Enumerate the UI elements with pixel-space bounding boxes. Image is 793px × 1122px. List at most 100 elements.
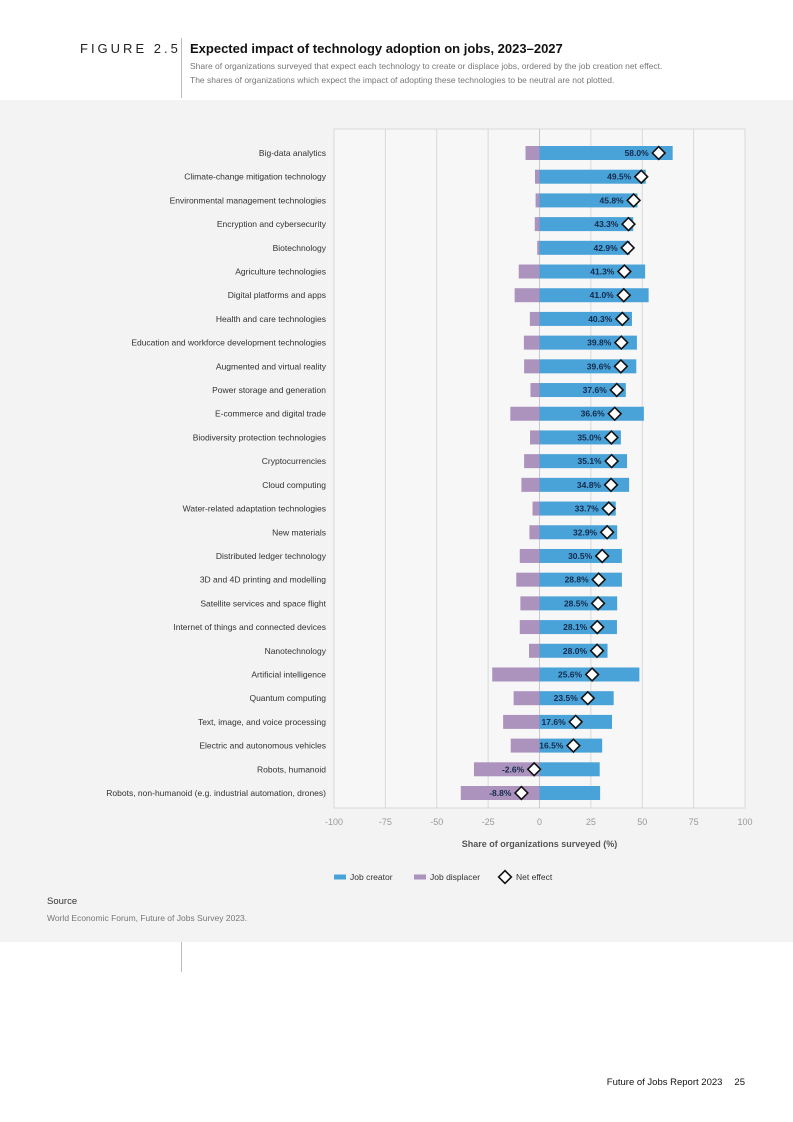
displacer-bar xyxy=(521,477,540,492)
divider xyxy=(181,38,182,98)
creator-bar xyxy=(539,146,673,160)
net-effect-label: 32.9% xyxy=(573,527,598,537)
creator-bar xyxy=(539,525,618,540)
net-effect-marker xyxy=(590,595,606,611)
legend-displacer-label: Job displacer xyxy=(430,872,480,882)
legend-displacer-swatch xyxy=(414,874,426,880)
displacer-bar xyxy=(534,217,540,232)
net-effect-label: 58.0% xyxy=(625,148,650,158)
displacer-bar xyxy=(530,383,540,398)
displacer-bar xyxy=(530,430,540,445)
net-effect-marker xyxy=(584,666,600,682)
displacer-bar xyxy=(492,667,540,682)
category-label: Climate-change mitigation technology xyxy=(184,172,326,182)
source-text: World Economic Forum, Future of Jobs Sur… xyxy=(47,913,248,923)
creator-bar xyxy=(539,383,626,398)
displacer-bar xyxy=(510,406,540,421)
category-label: Text, image, and voice processing xyxy=(198,717,326,727)
source-heading: Source xyxy=(47,896,78,907)
net-effect-marker xyxy=(613,335,629,351)
net-effect-marker xyxy=(565,738,581,754)
net-effect-marker xyxy=(599,524,615,540)
category-label: Digital platforms and apps xyxy=(228,290,326,300)
creator-bar xyxy=(539,311,632,326)
displacer-bar xyxy=(523,335,540,350)
x-tick-label: -50 xyxy=(430,817,443,827)
net-effect-label: 39.6% xyxy=(587,361,612,371)
displacer-bar xyxy=(524,454,540,469)
net-effect-marker xyxy=(513,785,529,801)
creator-bar xyxy=(539,264,646,279)
net-effect-label: 36.6% xyxy=(581,409,606,419)
net-effect-label: 34.8% xyxy=(577,480,602,490)
displacer-bar xyxy=(516,572,540,587)
net-effect-label: 25.6% xyxy=(558,669,583,679)
category-label: Environmental management technologies xyxy=(170,195,326,205)
net-effect-marker xyxy=(603,429,619,445)
displacer-bar xyxy=(513,691,540,706)
displacer-bar xyxy=(518,264,540,279)
net-effect-marker xyxy=(626,192,642,208)
net-effect-marker xyxy=(601,501,617,517)
category-label: Robots, humanoid xyxy=(257,764,326,774)
x-tick-label: -25 xyxy=(482,817,495,827)
net-effect-label: 17.6% xyxy=(542,717,567,727)
footer: Future of Jobs Report 2023 25 xyxy=(595,1077,745,1088)
net-effect-marker xyxy=(594,548,610,564)
category-label: Distributed ledger technology xyxy=(216,551,327,561)
displacer-bar xyxy=(534,169,540,184)
legend-net-marker xyxy=(497,869,513,885)
net-effect-label: 40.3% xyxy=(588,314,613,324)
creator-bar xyxy=(539,359,637,374)
net-effect-label: 43.3% xyxy=(594,219,619,229)
displacer-bar xyxy=(532,501,540,516)
net-effect-label: 28.1% xyxy=(563,622,588,632)
creator-bar xyxy=(539,454,628,469)
category-label: 3D and 4D printing and modelling xyxy=(200,575,326,585)
displacer-bar xyxy=(537,240,540,255)
creator-bar xyxy=(539,691,614,706)
creator-bar xyxy=(539,786,601,800)
net-effect-marker xyxy=(613,358,629,374)
x-tick-label: 100 xyxy=(737,817,752,827)
net-effect-label: 49.5% xyxy=(607,172,632,182)
net-effect-marker xyxy=(607,406,623,422)
category-label: Electric and autonomous vehicles xyxy=(199,741,326,751)
report-name: Future of Jobs Report 2023 xyxy=(606,1077,723,1088)
displacer-bar xyxy=(529,643,540,658)
category-label: Power storage and generation xyxy=(212,385,326,395)
net-effect-marker xyxy=(589,643,605,659)
x-tick-label: -75 xyxy=(379,817,392,827)
category-label: E-commerce and digital trade xyxy=(215,409,326,419)
category-label: Biotechnology xyxy=(273,243,327,253)
legend-creator-label: Job creator xyxy=(350,872,393,882)
net-effect-label: 41.0% xyxy=(590,290,615,300)
category-label: Cloud computing xyxy=(262,480,326,490)
net-effect-marker xyxy=(609,382,625,398)
net-effect-label: 35.0% xyxy=(577,432,602,442)
category-label: Satellite services and space flight xyxy=(200,598,326,608)
category-label: Internet of things and connected devices xyxy=(173,622,326,632)
category-label: Biodiversity protection technologies xyxy=(193,432,326,442)
net-effect-marker xyxy=(591,572,607,588)
net-effect-label: 30.5% xyxy=(568,551,593,561)
chart-title: Expected impact of technology adoption o… xyxy=(190,41,563,56)
category-label: Quantum computing xyxy=(249,693,326,703)
creator-bar xyxy=(539,335,637,350)
net-effect-marker xyxy=(616,287,632,303)
net-effect-label: 28.8% xyxy=(565,575,590,585)
creator-bar xyxy=(539,477,630,492)
net-effect-label: -2.6% xyxy=(502,764,525,774)
net-effect-marker xyxy=(568,714,584,730)
net-effect-label: 16.5% xyxy=(539,741,564,751)
net-effect-label: -8.8% xyxy=(489,788,512,798)
category-label: Water-related adaptation technologies xyxy=(183,504,326,514)
net-effect-label: 45.8% xyxy=(600,195,625,205)
net-effect-label: 23.5% xyxy=(554,693,579,703)
category-label: Education and workforce development tech… xyxy=(131,338,326,348)
divider xyxy=(181,942,182,972)
net-effect-marker xyxy=(604,453,620,469)
category-label: Big-data analytics xyxy=(259,148,326,158)
category-label: Robots, non-humanoid (e.g. industrial au… xyxy=(106,788,326,798)
x-tick-label: 0 xyxy=(537,817,542,827)
